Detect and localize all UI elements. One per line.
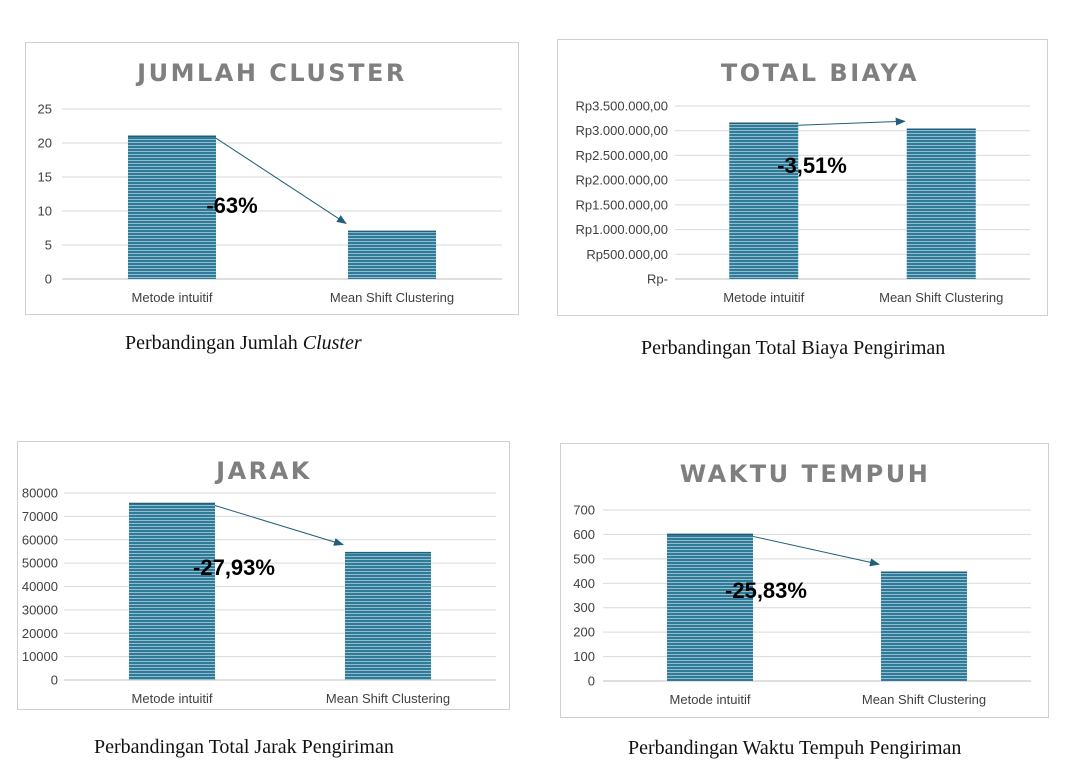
bar [729, 123, 799, 279]
y-tick-label: 0 [45, 272, 52, 287]
chart-svg: JUMLAH CLUSTER 0 5 10 15 20 25 Metode intuitif M… [38, 59, 502, 305]
y-tick-label: 20 [38, 136, 52, 151]
y-tick-label: 15 [38, 170, 52, 185]
percent-change-label: -3,51% [777, 153, 847, 178]
bar [345, 552, 431, 680]
change-arrow [214, 505, 344, 546]
x-category-label: Metode intuitif [132, 290, 213, 305]
y-tick-label: 50000 [22, 556, 58, 571]
x-category-label: Metode intuitif [723, 290, 804, 305]
y-tick-label: 10000 [22, 649, 58, 664]
chart-svg: TOTAL BIAYA Rp- Rp500.000,00 Rp1.000.000,00… [575, 59, 1030, 305]
chart-waktu-tempuh: WAKTU TEMPUH 0 100 200 300 400 500 600 700 Metode… [560, 443, 1049, 718]
bar [129, 503, 215, 680]
y-tick-label: 30000 [22, 602, 58, 617]
chart-svg: WAKTU TEMPUH 0 100 200 300 400 500 600 700 Metode… [573, 460, 1031, 707]
chart-total-biaya: TOTAL BIAYA Rp- Rp500.000,00 Rp1.000.000,00… [557, 39, 1048, 316]
chart-title: JARAK [214, 457, 312, 485]
y-tick-label: Rp3.500.000,00 [575, 99, 668, 114]
x-category-label: Mean Shift Clustering [862, 692, 986, 707]
bar [128, 136, 216, 279]
chart-jumlah-cluster: JUMLAH CLUSTER 0 5 10 15 20 25 Metode intuitif M… [25, 42, 519, 315]
percent-change-label: -63% [206, 193, 257, 218]
y-tick-label: Rp2.500.000,00 [575, 148, 668, 163]
y-tick-label: 25 [38, 102, 52, 117]
caption-text: Perbandingan Jumlah [125, 332, 303, 354]
y-tick-label: Rp1.500.000,00 [575, 197, 668, 212]
percent-change-label: -27,93% [193, 555, 275, 580]
y-tick-label: 70000 [22, 509, 58, 524]
caption-waktu-tempuh: Perbandingan Waktu Tempuh Pengiriman [628, 737, 961, 760]
y-tick-label: 400 [573, 576, 595, 591]
caption-jarak: Perbandingan Total Jarak Pengiriman [94, 736, 394, 759]
chart-title: WAKTU TEMPUH [680, 460, 931, 488]
y-tick-label: 10 [38, 204, 52, 219]
y-tick-label: Rp2.000.000,00 [575, 173, 668, 188]
y-tick-label: 600 [573, 527, 595, 542]
y-tick-label: Rp- [647, 272, 668, 287]
percent-change-label: -25,83% [725, 578, 807, 603]
caption-total-biaya: Perbandingan Total Biaya Pengiriman [641, 337, 945, 360]
y-tick-label: Rp1.000.000,00 [575, 222, 668, 237]
caption-jumlah-cluster: Perbandingan Jumlah Cluster [125, 332, 362, 355]
y-tick-label: Rp500.000,00 [586, 247, 668, 262]
y-tick-label: 20000 [22, 626, 58, 641]
x-category-label: Mean Shift Clustering [879, 290, 1003, 305]
y-tick-label: 700 [573, 503, 595, 518]
x-category-label: Mean Shift Clustering [330, 290, 454, 305]
chart-title: JUMLAH CLUSTER [135, 59, 407, 87]
y-tick-label: 5 [45, 238, 52, 253]
change-arrow [798, 117, 906, 126]
y-tick-label: 500 [573, 551, 595, 566]
bar [348, 231, 436, 279]
chart-title: TOTAL BIAYA [721, 59, 919, 87]
bar [667, 534, 753, 681]
x-category-label: Mean Shift Clustering [326, 691, 450, 706]
y-tick-label: 300 [573, 600, 595, 615]
change-arrow [215, 137, 347, 224]
y-tick-label: 0 [588, 674, 595, 689]
caption-text: Perbandingan Total Jarak Pengiriman [94, 736, 394, 758]
y-tick-label: Rp3.000.000,00 [575, 123, 668, 138]
bar [881, 572, 967, 681]
x-category-label: Metode intuitif [670, 692, 751, 707]
y-tick-label: 60000 [22, 532, 58, 547]
y-tick-label: 100 [573, 649, 595, 664]
caption-italic: Cluster [302, 332, 362, 354]
caption-text: Perbandingan Total Biaya Pengiriman [641, 337, 946, 359]
y-tick-label: 200 [573, 625, 595, 640]
caption-text: Perbandingan Waktu Tempuh Pengiriman [628, 737, 962, 759]
chart-jarak: JARAK 0 10000 20000 30000 40000 50000 60000 7000… [17, 441, 510, 710]
y-tick-label: 80000 [22, 486, 58, 501]
change-arrow [752, 535, 880, 567]
chart-svg: JARAK 0 10000 20000 30000 40000 50000 60000 7000… [22, 457, 496, 706]
y-tick-label: 0 [51, 673, 58, 688]
x-category-label: Metode intuitif [132, 691, 213, 706]
y-tick-label: 40000 [22, 579, 58, 594]
bar [906, 129, 976, 279]
